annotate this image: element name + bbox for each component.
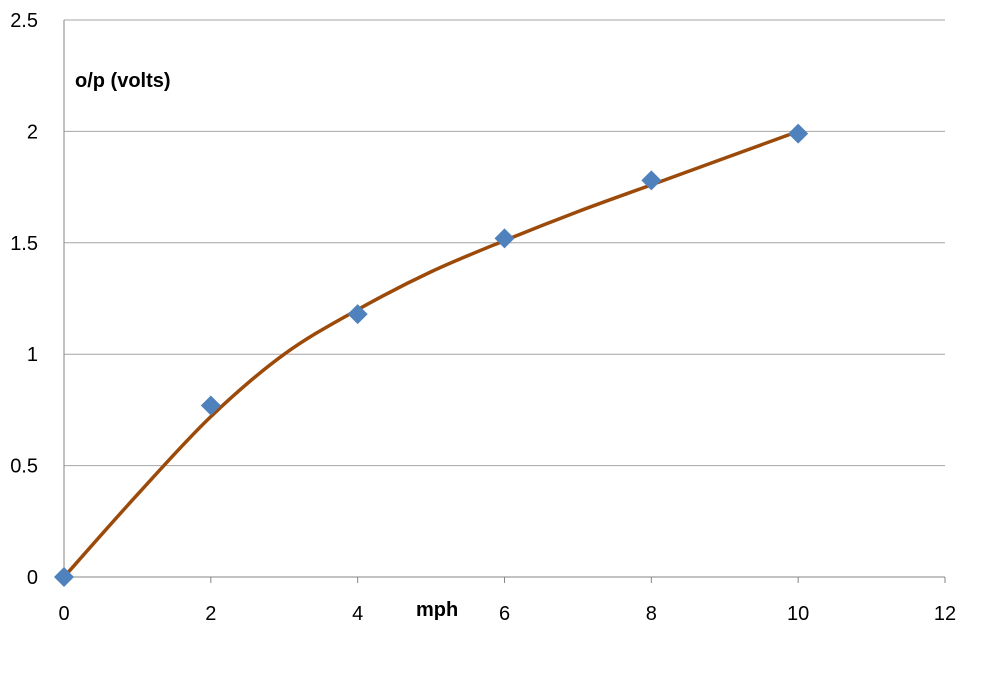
- data-point-4: [641, 170, 662, 191]
- x-axis-title: mph: [416, 599, 458, 621]
- y-axis-title: o/p (volts): [75, 70, 171, 92]
- x-tick-label: 2: [205, 603, 216, 625]
- x-tick-label: 10: [787, 603, 809, 625]
- x-tick-label: 0: [58, 603, 69, 625]
- y-tick-label: 1: [27, 344, 38, 366]
- y-tick-label: 1.5: [10, 233, 38, 255]
- y-tick-label: 0: [27, 567, 38, 589]
- x-tick-labels: 0 2 4 6 8 10 12: [58, 603, 956, 625]
- y-tick-label: 0.5: [10, 456, 38, 478]
- data-point-3: [494, 228, 515, 249]
- data-point-1: [200, 395, 221, 416]
- data-point-2: [347, 304, 368, 325]
- trendline: [62, 129, 800, 579]
- data-points: [54, 123, 809, 587]
- axes: [63, 20, 946, 583]
- y-tick-label: 2.5: [10, 10, 38, 32]
- y-tick-labels: 0 0.5 1 1.5 2 2.5: [10, 10, 38, 589]
- x-tick-label: 4: [352, 603, 363, 625]
- y-tick-label: 2: [27, 121, 38, 143]
- data-point-5: [788, 123, 809, 144]
- data-point-0: [54, 567, 74, 587]
- x-tick-label: 12: [934, 603, 956, 625]
- x-tick-label: 6: [499, 603, 510, 625]
- x-tick-label: 8: [646, 603, 657, 625]
